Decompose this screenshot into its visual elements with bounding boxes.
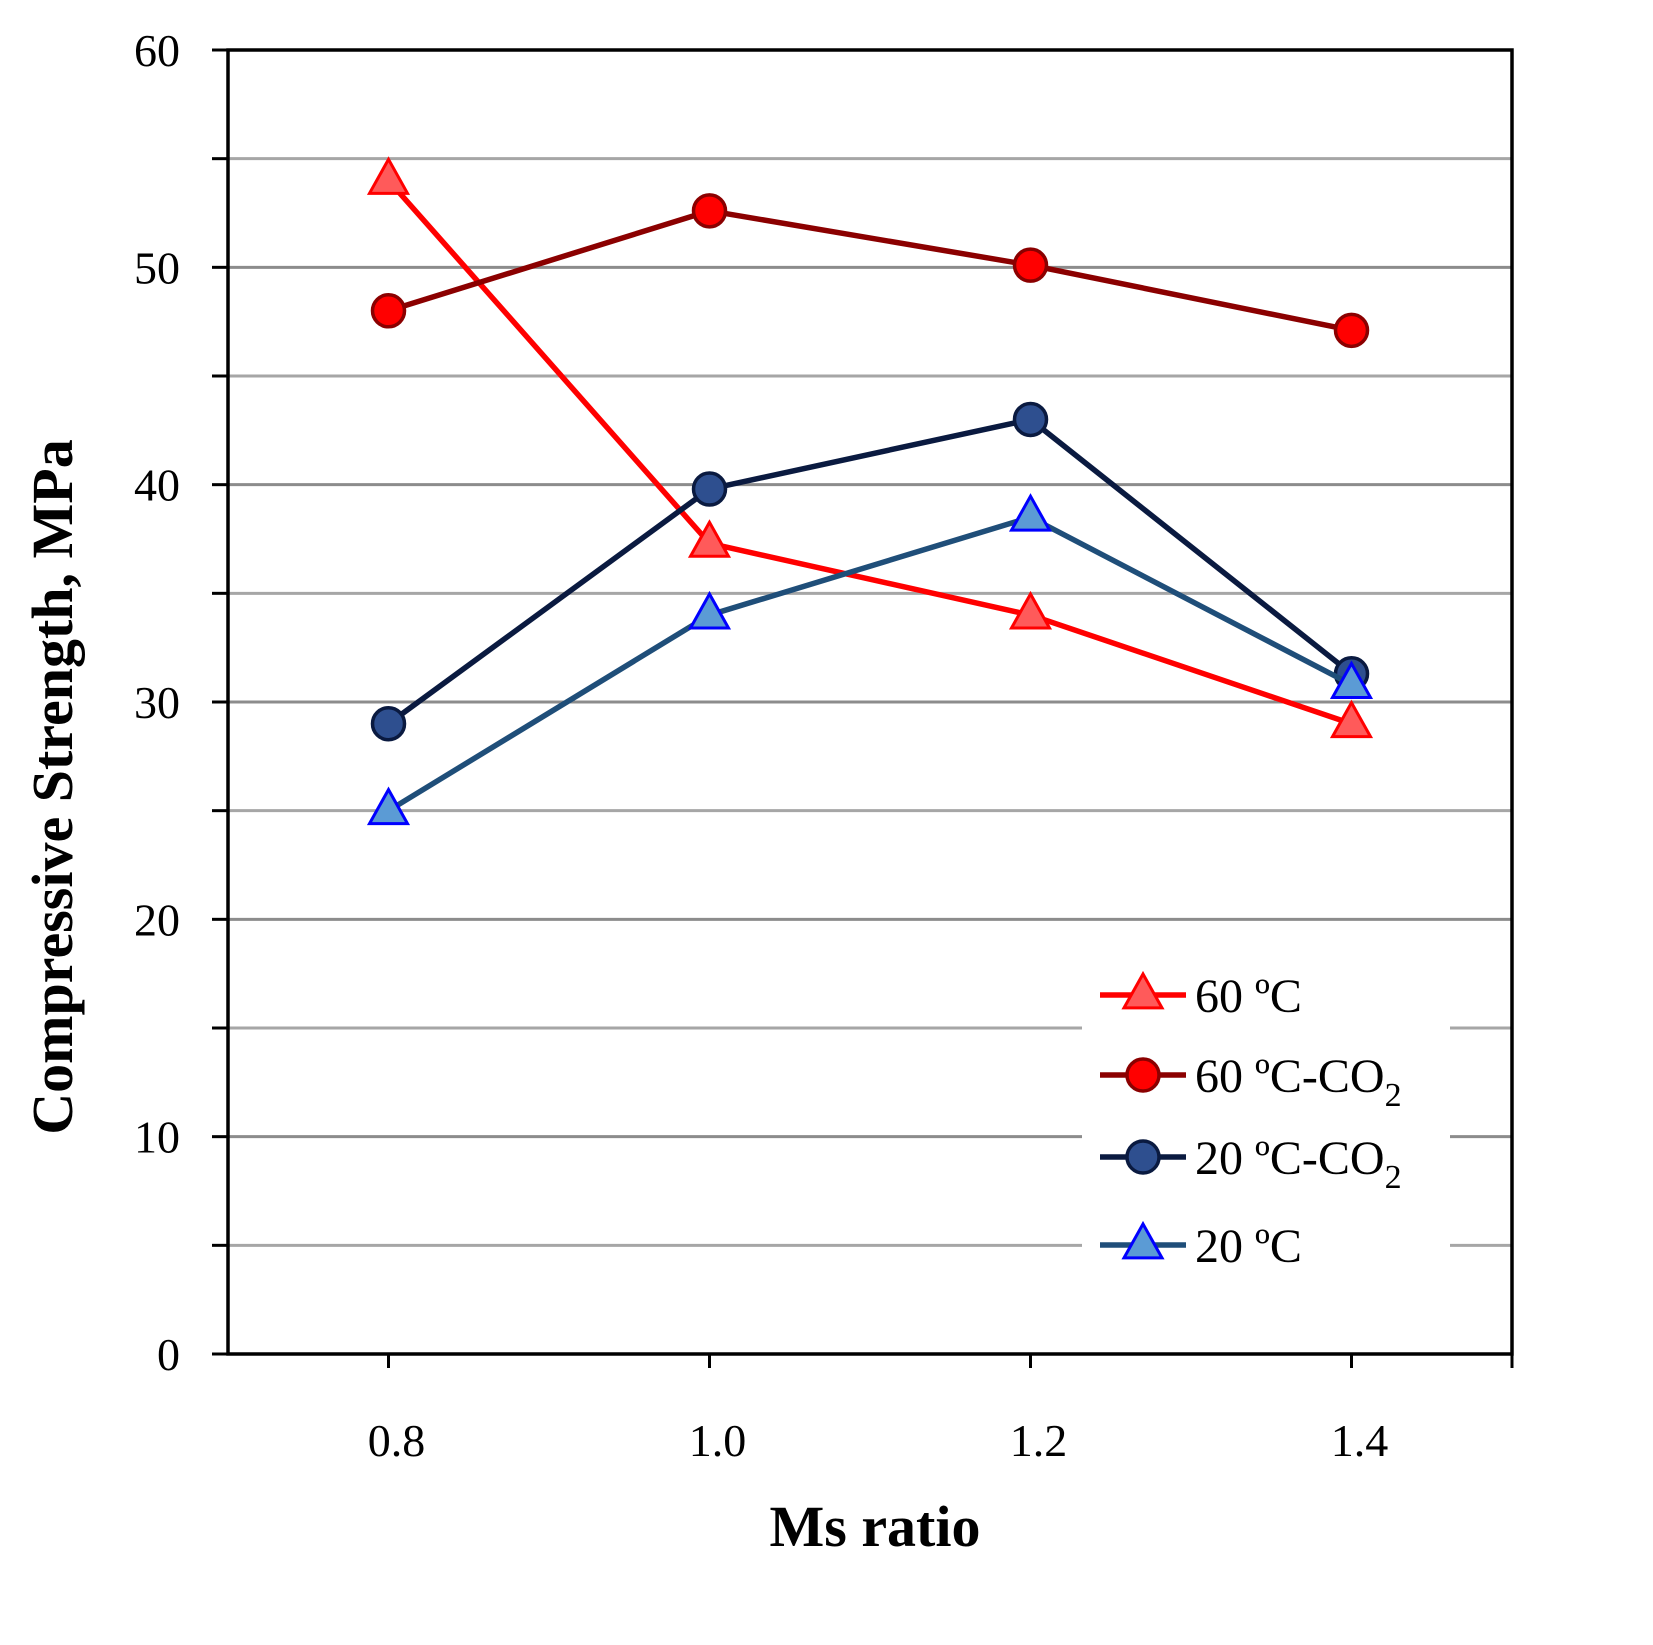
- series-group: [366, 156, 1374, 826]
- legend-marker: [1121, 970, 1165, 1010]
- data-point: [1329, 699, 1374, 739]
- legend-item: 20 ºC: [1100, 1220, 1302, 1273]
- series-2: [370, 193, 1370, 349]
- legend-item: 20 ºC-CO2: [1100, 1132, 1402, 1196]
- legend-marker: [1125, 1057, 1161, 1093]
- x-axis-title: Ms ratio: [770, 1494, 981, 1559]
- x-tick-label: 1.0: [689, 1415, 747, 1466]
- data-point: [687, 519, 732, 558]
- data-point: [1333, 312, 1370, 349]
- data-point: [687, 590, 732, 630]
- x-tick-label: 0.8: [368, 1415, 426, 1466]
- legend-marker: [1121, 1220, 1165, 1260]
- series-4: [366, 493, 1374, 826]
- y-axis-title: Compressive Strength, MPa: [20, 439, 85, 1134]
- data-point: [366, 156, 411, 195]
- axis-ticks: 0 10 20 30 40 50 60 0.8 1.0 1.2 1.4: [134, 25, 1514, 1466]
- data-point: [1008, 590, 1053, 630]
- y-tick-label: 40: [134, 460, 180, 511]
- data-point: [691, 193, 728, 229]
- data-point: [1012, 401, 1049, 438]
- x-tick-label: 1.2: [1010, 1415, 1068, 1466]
- data-point: [1012, 247, 1049, 283]
- data-point: [366, 786, 411, 826]
- series-line: [387, 514, 1353, 814]
- data-point: [370, 705, 407, 742]
- series-line: [386, 178, 1353, 727]
- legend-item: 60 ºC-CO2: [1100, 1050, 1402, 1114]
- legend-item: 60 ºC: [1100, 970, 1302, 1023]
- series-line: [386, 416, 1354, 726]
- y-tick-label: 10: [134, 1112, 180, 1163]
- legend-label: 60 ºC: [1195, 970, 1302, 1023]
- grid-lines: [228, 157, 1512, 1247]
- legend-label: 20 ºC-CO2: [1195, 1132, 1402, 1196]
- y-tick-label: 30: [134, 677, 180, 728]
- data-point: [1329, 660, 1374, 700]
- data-point: [1008, 493, 1053, 532]
- y-tick-label: 50: [134, 242, 180, 293]
- y-tick-label: 20: [134, 894, 180, 945]
- data-point: [370, 293, 407, 329]
- legend: 60 ºC 60 ºC-CO2 20 ºC-CO2 20 ºC: [1082, 940, 1450, 1280]
- y-tick-label: 60: [134, 25, 180, 76]
- y-tick-label: 0: [157, 1329, 180, 1380]
- legend-marker: [1125, 1139, 1161, 1175]
- series-1: [366, 156, 1374, 739]
- series-line: [387, 208, 1353, 334]
- x-tick-label: 1.4: [1331, 1415, 1389, 1466]
- legend-label: 60 ºC-CO2: [1195, 1050, 1402, 1114]
- legend-label: 20 ºC: [1195, 1220, 1302, 1273]
- data-point: [691, 471, 728, 507]
